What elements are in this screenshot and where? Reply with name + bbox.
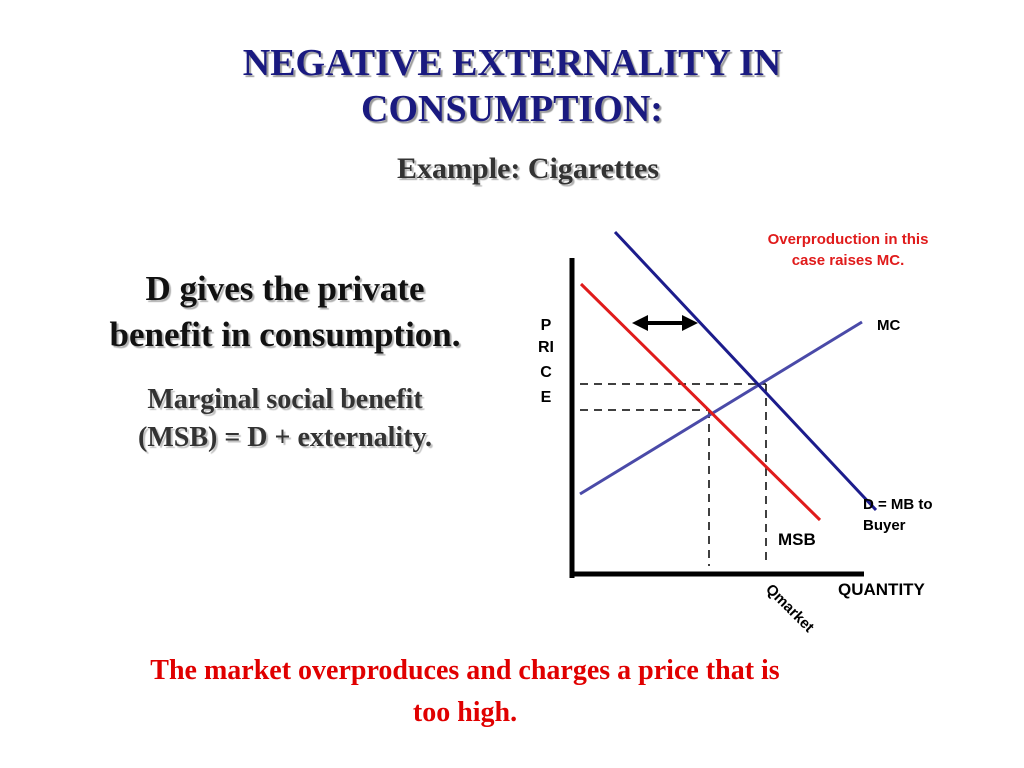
q-market-label: Qmarket — [762, 581, 817, 636]
msb-definition-line-1: Marginal social benefit — [147, 384, 423, 415]
msb-definition: Marginal social benefit (MSB) = D + exte… — [60, 381, 510, 457]
mc-curve — [579, 320, 863, 496]
msb-curve — [579, 282, 822, 522]
slide-subtitle: Example: Cigarettes — [397, 152, 659, 185]
private-benefit-line-1: D gives the private — [145, 269, 425, 308]
title-line-2: CONSUMPTION: — [361, 88, 663, 130]
private-benefit-statement: D gives the private benefit in consumpti… — [60, 266, 510, 358]
msb-definition-line-2: (MSB) = D + externality. — [138, 422, 432, 453]
annotation-line-1: Overproduction in this — [768, 231, 929, 248]
slide-title: NEGATIVE EXTERNALITY IN CONSUMPTION: — [0, 40, 1024, 132]
demand-curve — [613, 230, 878, 512]
price-axis-label-3: C — [540, 364, 552, 381]
conclusion-statement: The market overproduces and charges a pr… — [60, 650, 870, 734]
mc-label: MC — [877, 317, 900, 334]
private-benefit-line-2: benefit in consumption. — [109, 315, 461, 354]
title-line-1: NEGATIVE EXTERNALITY IN — [242, 42, 782, 84]
demand-label-line-2: Buyer — [863, 517, 906, 534]
price-axis-label-4: E — [541, 389, 552, 406]
demand-label-line-1: D = MB to — [863, 496, 933, 513]
annotation-line-2: case raises MC. — [792, 252, 905, 269]
conclusion-line-2: too high. — [412, 697, 518, 728]
conclusion-line-1: The market overproduces and charges a pr… — [150, 655, 780, 686]
price-axis-label-2: RI — [538, 339, 554, 356]
quantity-axis-label: QUANTITY — [838, 580, 926, 599]
msb-label: MSB — [778, 530, 816, 549]
price-axis-label-1: P — [541, 317, 552, 334]
